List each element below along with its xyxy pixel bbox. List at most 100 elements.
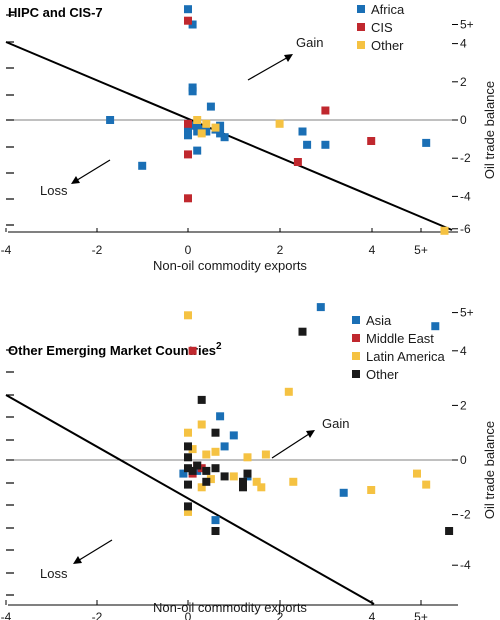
- panel-1-legend: Africa CIS Other: [357, 2, 405, 53]
- panel-1-point-africa: [184, 131, 192, 140]
- panel-2-y-tick-label: 5+: [460, 306, 474, 320]
- panel-2-point-asia: [179, 469, 188, 478]
- panel-2-point-latin-america: [252, 477, 261, 486]
- panel-2-point-other: [239, 483, 247, 492]
- panel-1-point-africa: [106, 116, 115, 124]
- panel-2-gain-label: Gain: [322, 416, 349, 431]
- panel-2-title-superscript: 2: [216, 341, 222, 352]
- panel-2-point-asia: [229, 431, 238, 440]
- panel-1-point-cis: [321, 106, 330, 115]
- panel-2-point-asia: [431, 322, 440, 331]
- panel-2-legend: Asia Middle East Latin America Other: [352, 313, 446, 382]
- panel-1-y-tick-label: -2: [460, 151, 471, 165]
- panel-2-point-other: [202, 466, 211, 475]
- panel-1-x-tick-label: -2: [92, 243, 103, 257]
- panel-2-x-tick-label: -4: [1, 610, 12, 620]
- panel-1-y-axis-title: Oil trade balance: [482, 81, 497, 179]
- legend-2-other-label: Other: [366, 367, 399, 382]
- panel-1-y-tick-label: -4: [460, 189, 471, 203]
- panel-2-x-tick-label: 0: [185, 610, 192, 620]
- panel-1-y-ticks: 5+ 4 2 0 -2 -4 -6: [452, 18, 474, 236]
- panel-1-point-africa: [303, 140, 312, 149]
- panel-2-point-latin-america: [243, 453, 252, 462]
- panel-2-left-tick-marks: [6, 349, 14, 596]
- panel-1-y-tick-label: 5+: [460, 18, 474, 32]
- legend-2-asia-swatch: [352, 316, 360, 324]
- panel-2-point-asia: [339, 488, 348, 497]
- panel-2-y-tick-label: -4: [460, 558, 471, 572]
- panel-2-x-tick-label: 5+: [414, 610, 428, 620]
- panel-2-y-axis-title: Oil trade balance: [482, 421, 497, 519]
- panel-1-point-cis: [184, 150, 192, 159]
- panel-2-y-ticks: 5+ 4 2 0 -2 -4: [452, 306, 474, 572]
- panel-2-point-latin-america: [206, 475, 215, 484]
- legend-1-africa-label: Africa: [371, 2, 405, 17]
- panel-1-y-tick-label: 0: [460, 113, 467, 127]
- panel-2-x-tick-label: 4: [369, 610, 376, 620]
- panel-1-gain-label: Gain: [296, 35, 323, 50]
- panel-2-point-other: [184, 464, 192, 473]
- panel-1-point-cis: [367, 137, 376, 145]
- panel-2-point-other: [197, 395, 206, 404]
- panel-1-y-tick-label: 4: [460, 37, 467, 51]
- panel-2-y-tick-label: 4: [460, 344, 467, 358]
- panel-2-gain-arrowhead: [306, 430, 315, 438]
- panel-2-point-other: [193, 461, 202, 470]
- panel-2-point-latin-america: [184, 507, 192, 516]
- panel-1-point-africa: [202, 127, 211, 136]
- panel-1-point-other: [197, 129, 206, 138]
- panel-2-point-latin-america: [367, 486, 376, 494]
- panel-2-y-tick-label: -2: [460, 508, 471, 522]
- panel-1-point-africa: [220, 133, 229, 142]
- panel-1-point-africa: [184, 5, 192, 14]
- panel-2-point-asia: [316, 303, 325, 312]
- panel-2-loss-arrow: [75, 539, 113, 563]
- panel-1-gain-arrow: [247, 55, 291, 81]
- panel-2-point-other: [188, 466, 197, 475]
- panel-1-y-tick-label: 2: [460, 75, 467, 89]
- panel-1-point-africa: [321, 140, 330, 149]
- panel-1-loss-label: Loss: [40, 183, 68, 198]
- panel-1-point-africa: [193, 127, 202, 136]
- panel-2-point-latin-america: [261, 450, 270, 459]
- panel-1-point-africa: [298, 127, 307, 136]
- panel-1-reference-line: [5, 41, 453, 231]
- panel-2-x-tick-label: 2: [277, 610, 284, 620]
- panel-2-x-tick-label: -2: [92, 610, 103, 620]
- legend-1-cis-swatch: [357, 23, 365, 31]
- panel-2-point-latin-america: [197, 483, 206, 492]
- legend-2-other-swatch: [352, 370, 360, 378]
- panel-1-point-africa: [138, 161, 147, 170]
- panel-1-loss-arrow: [73, 159, 111, 183]
- panel-other-emerging: Other Emerging Market Countries2 -4 -2 0 2 4…: [1, 303, 497, 620]
- panel-1-point-other: [202, 119, 211, 128]
- panel-2-point-other: [211, 464, 220, 473]
- panel-2-loss-arrowhead: [73, 556, 82, 564]
- panel-2-loss-label: Loss: [40, 566, 68, 581]
- panel-2-point-latin-america: [284, 387, 293, 396]
- panel-1-x-tick-label: 2: [277, 243, 284, 257]
- panel-2-point-asia: [193, 466, 202, 475]
- panel-1-point-africa: [188, 20, 197, 29]
- panel-2-point-other: [445, 527, 454, 535]
- panel-2-point-asia: [220, 442, 229, 451]
- panel-1-x-axis-title: Non-oil commodity exports: [153, 258, 307, 273]
- panel-2-title-wrap: Other Emerging Market Countries2: [8, 341, 222, 358]
- panel-1-point-africa: [216, 121, 225, 130]
- panel-2-point-middle-east: [188, 346, 197, 355]
- panel-1-point-africa: [188, 121, 197, 130]
- panel-2-point-latin-america: [289, 477, 298, 486]
- panel-1-points: [106, 5, 449, 235]
- panel-2-point-latin-america: [257, 483, 266, 492]
- panel-2-point-latin-america: [413, 469, 421, 478]
- panel-2-points: [179, 303, 454, 535]
- panel-2-point-latin-america: [211, 447, 220, 456]
- panel-hipc-cis7: HIPC and CIS-7 -4 -2 0 2 4 5+ 5+ 4 2 0 -2 -4 -6 Gai…: [1, 2, 497, 273]
- panel-1-point-africa: [216, 129, 225, 138]
- legend-2-latin-america-swatch: [352, 352, 360, 360]
- panel-1-loss-arrowhead: [71, 176, 80, 184]
- panel-2-point-other: [298, 327, 307, 336]
- panel-2-title: Other Emerging Market Countries: [8, 343, 216, 358]
- panel-1-point-africa: [206, 102, 215, 111]
- panel-1-x-tick-label: 0: [185, 243, 192, 257]
